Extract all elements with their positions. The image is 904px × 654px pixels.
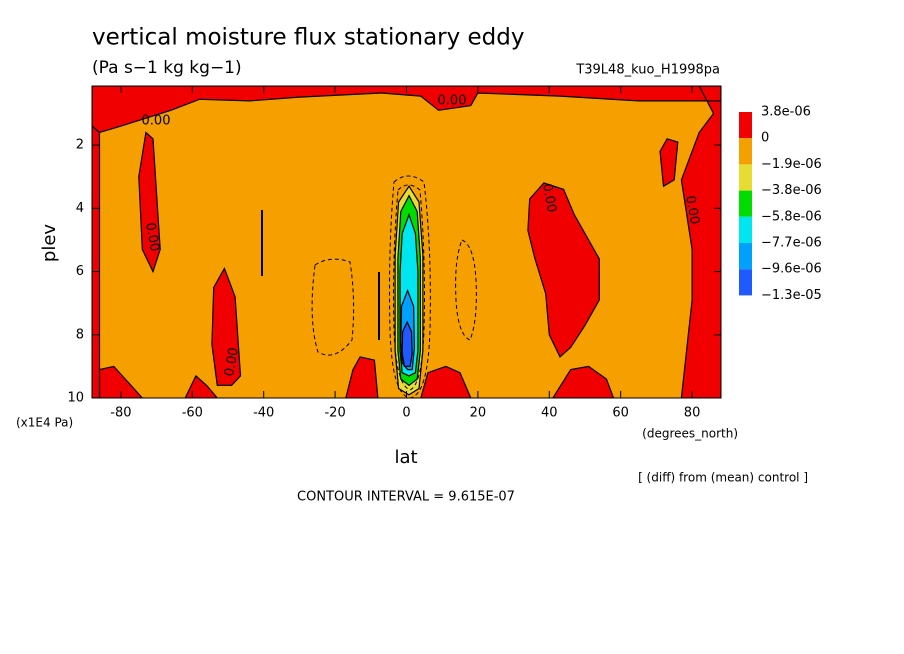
dashed-contour: [393, 184, 425, 391]
region-border: [98, 365, 144, 398]
contour-region: [99, 366, 143, 398]
x-tick-label: 60: [612, 406, 629, 421]
contour-label: 0.00: [222, 346, 242, 377]
chart-title: vertical moisture flux stationary eddy: [92, 25, 525, 51]
contour-label: 0.00: [142, 114, 171, 129]
region-border: [138, 131, 161, 274]
contour-region: [92, 126, 100, 398]
contour-region: [402, 322, 413, 367]
region-border: [420, 365, 472, 398]
contour-region: [92, 86, 721, 133]
contour-interval: CONTOUR INTERVAL = 9.615E-07: [297, 490, 515, 505]
colorbar-box: [739, 138, 752, 165]
region-border: [345, 356, 379, 398]
note: [ (diff) from (mean) control ]: [638, 471, 808, 485]
colorbar-box: [739, 243, 752, 270]
colorbar-label: −7.7e-06: [761, 236, 822, 251]
region-border: [400, 288, 416, 371]
x-tick-label: -40: [253, 406, 274, 421]
region-border: [659, 138, 679, 188]
region-border: [394, 185, 424, 396]
x-tick-label: -60: [182, 406, 203, 421]
dashed-contour: [311, 258, 355, 356]
region-border: [92, 125, 101, 398]
contour-label: 0.00: [539, 182, 559, 213]
x-tick-label: 40: [541, 406, 558, 421]
x-tick-label: 0: [402, 406, 410, 421]
contour-label: 0.00: [682, 194, 702, 225]
colorbar-box: [739, 190, 752, 217]
contour-region: [420, 366, 471, 398]
x-tick-label: -80: [110, 406, 131, 421]
region-border: [552, 365, 615, 398]
dashed-contour: [455, 239, 477, 341]
y-tick-label: 6: [76, 264, 84, 279]
contour-lines: [261, 175, 477, 398]
y-axis-label: plev: [39, 224, 60, 263]
x-tick-label: -20: [324, 406, 345, 421]
colorbar-label: 0: [761, 131, 769, 146]
region-border: [184, 374, 219, 398]
region-border: [680, 86, 721, 398]
contour-label: 0.00: [142, 221, 162, 252]
contour-label: 0.00: [438, 94, 467, 109]
region-border: [397, 194, 421, 387]
colorbar-box: [739, 216, 752, 243]
y-tick-label: 10: [67, 391, 84, 406]
contour-region: [527, 183, 600, 357]
regions: [92, 86, 721, 398]
contour-region: [345, 356, 378, 398]
dashed-contour: [389, 175, 431, 398]
y-tick-label: 2: [76, 138, 84, 153]
region-borders: [92, 86, 721, 398]
colorbar-label: −1.3e-05: [761, 288, 822, 303]
y-axis-units: (x1E4 Pa): [16, 416, 73, 430]
region-border: [399, 212, 419, 377]
x-tick-label: 80: [684, 406, 701, 421]
x-axis-label: lat: [394, 447, 417, 468]
colorbar-label: −5.8e-06: [761, 209, 822, 224]
contour-region: [660, 138, 678, 187]
colorbar-box: [739, 269, 752, 296]
colorbar-label: 3.8e-06: [761, 105, 811, 120]
colorbar-box: [739, 112, 752, 139]
contour-region: [681, 86, 721, 398]
y-tick-label: 4: [76, 201, 84, 216]
contour-region: [211, 268, 241, 386]
chart-subtitle: (Pa s−1 kg kg−1): [92, 58, 242, 78]
run-label: T39L48_kuo_H1998pa: [575, 63, 720, 78]
colorbar-label: −9.6e-06: [761, 262, 822, 277]
region-border: [527, 182, 600, 358]
x-tick-label: 20: [470, 406, 487, 421]
colorbar-label: −3.8e-06: [761, 183, 822, 198]
y-tick-label: 8: [76, 327, 84, 342]
x-axis-units: (degrees_north): [642, 427, 738, 441]
colorbar-box: [739, 164, 752, 191]
region-border: [92, 86, 721, 134]
colorbar-label: −1.9e-06: [761, 157, 822, 172]
region-border: [401, 320, 413, 367]
region-border: [211, 266, 242, 386]
